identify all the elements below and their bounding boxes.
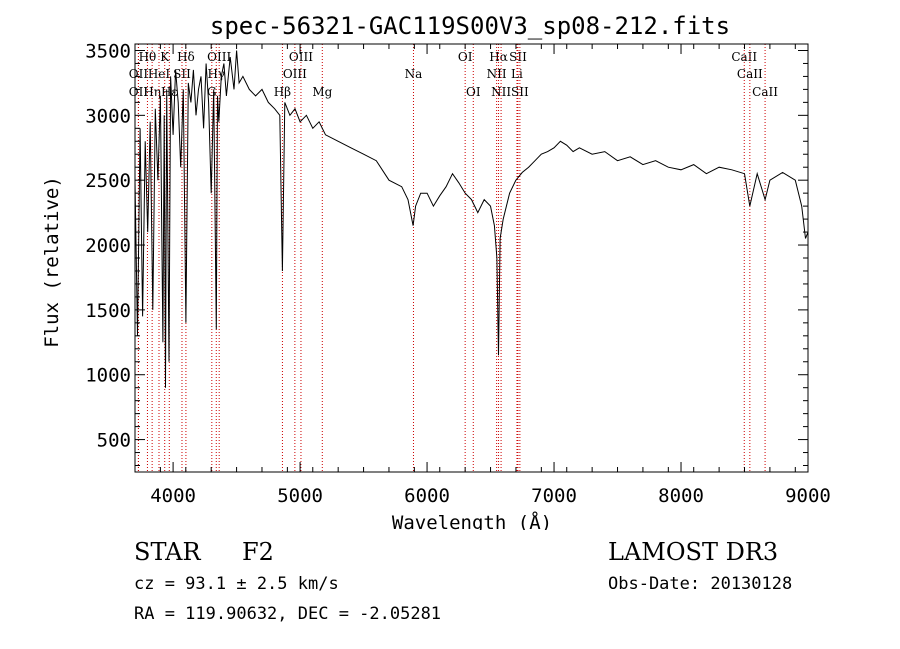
x-axis: 4000 5000 6000 7000 8000 9000 xyxy=(134,44,831,507)
line-label-27: CaII xyxy=(752,85,778,99)
x-axis-label: Wavelength (Å) xyxy=(392,511,552,530)
line-label-17: OI xyxy=(458,50,473,64)
x-tick-label-1: 5000 xyxy=(277,485,323,507)
y-tick-label-5: 3000 xyxy=(85,105,131,127)
line-label-3: Hη xyxy=(143,85,161,99)
y-tick-label-2: 1500 xyxy=(85,300,131,322)
line-label-21: NII xyxy=(487,67,507,81)
y-tick-label-3: 2000 xyxy=(85,235,131,257)
y-tick-label-1: 1000 xyxy=(85,365,131,387)
y-tick-label-0: 500 xyxy=(97,430,131,452)
line-label-12: OIII xyxy=(289,50,313,64)
line-label-6: SII xyxy=(173,67,191,81)
line-label-5: K xyxy=(160,50,170,64)
line-label-4: HeI xyxy=(148,67,171,81)
line-label-11: G xyxy=(207,85,217,99)
line-label-18: OI xyxy=(466,85,481,99)
line-label-22: Li xyxy=(511,67,523,81)
line-label-23: NII xyxy=(491,85,511,99)
line-label-20: SII xyxy=(509,50,527,64)
redshift-cz: cz = 93.1 ± 2.5 km/s xyxy=(134,574,339,594)
x-tick-label-5: 9000 xyxy=(785,485,831,507)
object-class: STAR xyxy=(134,538,201,566)
line-label-8: Hε xyxy=(161,85,178,99)
line-label-15: Mg xyxy=(312,85,332,99)
line-label-13: OIII xyxy=(283,67,307,81)
flux-line xyxy=(134,50,809,388)
line-label-26: CaII xyxy=(737,67,763,81)
x-tick-label-0: 4000 xyxy=(150,485,196,507)
x-tick-label-4: 8000 xyxy=(658,485,704,507)
ra-dec: RA = 119.90632, DEC = -2.05281 xyxy=(134,604,442,624)
chart-title: spec-56321-GAC119S00V3_sp08-212.fits xyxy=(210,12,730,40)
y-axis-label: Flux (relative) xyxy=(41,176,63,348)
y-tick-label-4: 2500 xyxy=(85,170,131,192)
y-axis: 500 1000 1500 2000 2500 3000 3500 xyxy=(85,40,808,467)
spectrum-chart: spec-56321-GAC119S00V3_sp08-212.fits Hθ O… xyxy=(41,12,831,530)
line-label-0: Hθ xyxy=(139,50,157,64)
line-label-7: Hδ xyxy=(177,50,195,64)
line-label-19: Hα xyxy=(489,50,508,64)
x-tick-label-3: 7000 xyxy=(531,485,577,507)
plot-frame xyxy=(134,43,809,473)
object-subclass: F2 xyxy=(242,538,274,566)
line-label-2: OII xyxy=(129,85,149,99)
line-label-24: SII xyxy=(511,85,529,99)
y-tick-label-6: 3500 xyxy=(85,40,131,62)
line-label-16: Na xyxy=(405,67,423,81)
line-label-14: Hβ xyxy=(274,85,291,99)
obs-date: Obs-Date: 20130128 xyxy=(608,574,793,594)
survey-name: LAMOST DR3 xyxy=(608,538,779,566)
x-tick-label-2: 6000 xyxy=(404,485,450,507)
line-label-25: CaII xyxy=(731,50,757,64)
line-label-9: OIII xyxy=(207,50,231,64)
